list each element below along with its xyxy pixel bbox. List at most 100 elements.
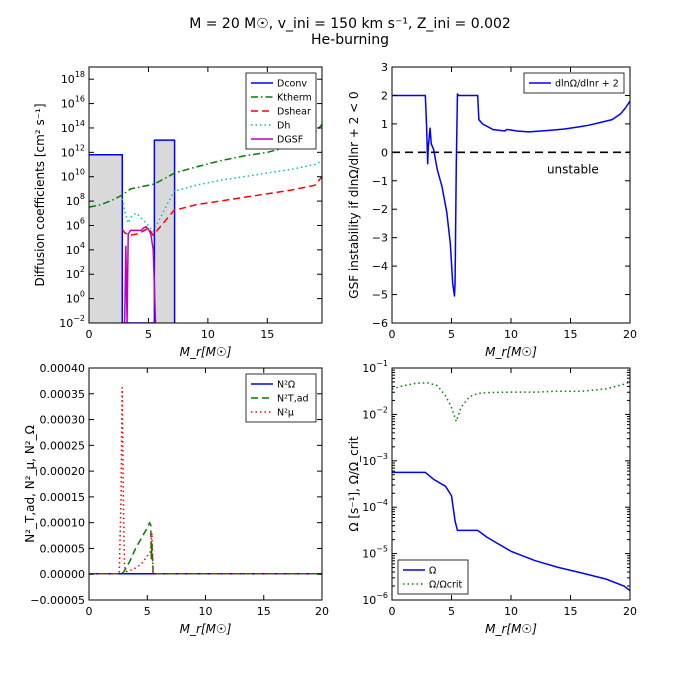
x-tick-label: 10 (504, 328, 518, 341)
x-tick-label: 15 (564, 328, 578, 341)
series-line-d-shear (121, 176, 322, 236)
x-axis-label: M_r[M☉] (180, 345, 232, 359)
y-axis-label: GSF instability if dlnΩ/dlnr + 2 < 0 (347, 91, 361, 298)
legend-box (397, 559, 469, 595)
y-tick-label: 108 (66, 192, 85, 208)
y-tick-label: 10−3 (362, 452, 388, 468)
y-tick-label: 1016 (61, 95, 85, 111)
y-tick-label: −0.00005 (30, 594, 85, 607)
series-line-d-gsf (123, 225, 157, 323)
y-tick-label: 1 (381, 118, 388, 131)
y-tick-label: 0 (381, 146, 388, 159)
series-line-d-conv (89, 139, 176, 323)
y-tick-label: 1018 (61, 70, 85, 86)
legend-label: N²Ω (277, 380, 295, 391)
x-axis-label: M_r[M☉] (485, 345, 537, 359)
y-axis-label: N²_T,ad, N²_μ, N²_Ω (23, 425, 37, 543)
series-line-omega-over-omega-crit (392, 381, 630, 423)
x-tick-label: 0 (389, 328, 396, 341)
y-tick-label: 0.00025 (40, 439, 86, 452)
series-line-omega (392, 471, 630, 592)
y-tick-label: 10−5 (362, 545, 388, 561)
legend-label: Ktherm (277, 93, 312, 104)
plot-area-omega (392, 381, 630, 592)
legend-label: dlnΩ/dlnr + 2 (555, 79, 619, 90)
y-tick-label: 106 (66, 216, 85, 232)
plot-area-diffusion (89, 123, 322, 323)
y-tick-label: −5 (372, 289, 388, 302)
x-tick-label: 20 (623, 328, 637, 341)
y-tick-label: 0.00005 (40, 542, 86, 555)
y-tick-label: −2 (372, 203, 388, 216)
y-tick-label: 102 (66, 265, 85, 281)
axes-frame-gsf (391, 66, 631, 324)
y-tick-label: 0.00035 (40, 388, 86, 401)
y-tick-label: 1014 (61, 119, 85, 135)
y-axis-label: Diffusion coefficients [cm² s⁻¹] (33, 103, 47, 286)
axes-frame-diffusion (88, 66, 323, 324)
y-tick-label: −4 (372, 260, 388, 273)
legend-box (523, 72, 625, 94)
x-tick-label: 15 (257, 605, 271, 618)
x-tick-label: 5 (448, 328, 455, 341)
y-tick-label: 10−1 (362, 359, 388, 375)
x-tick-label: 0 (86, 605, 93, 618)
y-tick-label: 0.00020 (40, 465, 86, 478)
y-tick-label: −3 (372, 232, 388, 245)
legend-label: N²T,ad (277, 394, 309, 405)
series-line-d-h (121, 160, 322, 233)
y-tick-label: 10−6 (362, 591, 388, 607)
figure-title-line2: He-burning (311, 32, 389, 48)
panel-brunt: 0 5 10 15 20 M_r[M☉] −0.00005 0.00000 0.00005 0.0… (23, 362, 329, 636)
legend-label: Dshear (277, 107, 311, 118)
y-tick-label: −1 (372, 175, 388, 188)
annotation-unstable: unstable (547, 163, 599, 177)
x-tick-label: 5 (145, 328, 152, 341)
legend-label: Dh (277, 121, 290, 132)
legend-diffusion: Dconv Ktherm Dshear Dh DGSF (245, 72, 317, 150)
series-line-n2-mu (89, 386, 322, 575)
x-tick-label: 5 (144, 605, 151, 618)
series-line-dln-dlnr-2 (392, 93, 630, 297)
y-tick-label: 0.00010 (40, 517, 86, 530)
y-tick-label: 0.00030 (40, 414, 86, 427)
convective-zone-1 (154, 140, 175, 323)
x-tick-label: 15 (564, 605, 578, 618)
plot-area-brunt (89, 386, 322, 575)
y-tick-label: 10−2 (59, 314, 85, 330)
x-tick-label: 20 (623, 605, 637, 618)
panel-gsf: unstable 0 5 10 15 20 M_r[M☉] −6 −5 −4 −3 −2 −1 0 1 2 3 G… (347, 61, 637, 359)
legend-gsf: dlnΩ/dlnr + 2 (523, 72, 625, 94)
x-tick-label: 10 (201, 328, 215, 341)
legend-label: N²μ (277, 408, 294, 419)
legend-label: DGSF (277, 135, 303, 146)
y-tick-label: 0.00015 (40, 491, 86, 504)
x-tick-label: 10 (504, 605, 518, 618)
y-tick-label: −6 (372, 317, 388, 330)
y-tick-label: 1010 (61, 168, 85, 184)
x-tick-label: 0 (86, 328, 93, 341)
y-tick-label: 0.00000 (40, 568, 86, 581)
panel-omega: 0 5 10 15 20 M_r[M☉] 10−6 10−5 10−4 10−3 10−2 10−1 Ω… (347, 359, 637, 636)
panel-diffusion: 0 5 10 15 M_r[M☉] 10−2 100 102 104 106 108 1010 1012… (33, 66, 323, 359)
legend-label: Ω/Ωcrit (429, 580, 462, 591)
x-tick-label: 0 (389, 605, 396, 618)
figure-title-line1: M = 20 M☉, v_ini = 150 km s⁻¹, Z_ini = 0… (189, 16, 511, 32)
legend-omega: Ω Ω/Ωcrit (397, 559, 469, 595)
x-axis-label: M_r[M☉] (180, 622, 232, 636)
plot-area-gsf (392, 93, 630, 297)
y-tick-label: 104 (66, 241, 85, 257)
y-tick-label: 0.00040 (40, 362, 86, 375)
y-tick-label: 100 (66, 290, 85, 306)
y-tick-label: 10−4 (362, 498, 388, 514)
x-tick-label: 10 (199, 605, 213, 618)
y-tick-label: 3 (381, 61, 388, 74)
x-tick-label: 20 (315, 605, 329, 618)
y-tick-label: 10−2 (362, 405, 388, 421)
legend-label: Dconv (277, 79, 307, 90)
x-tick-label: 15 (260, 328, 274, 341)
x-axis-label: M_r[M☉] (485, 622, 537, 636)
convective-zone-0 (89, 154, 123, 323)
legend-label: Ω (429, 566, 436, 577)
